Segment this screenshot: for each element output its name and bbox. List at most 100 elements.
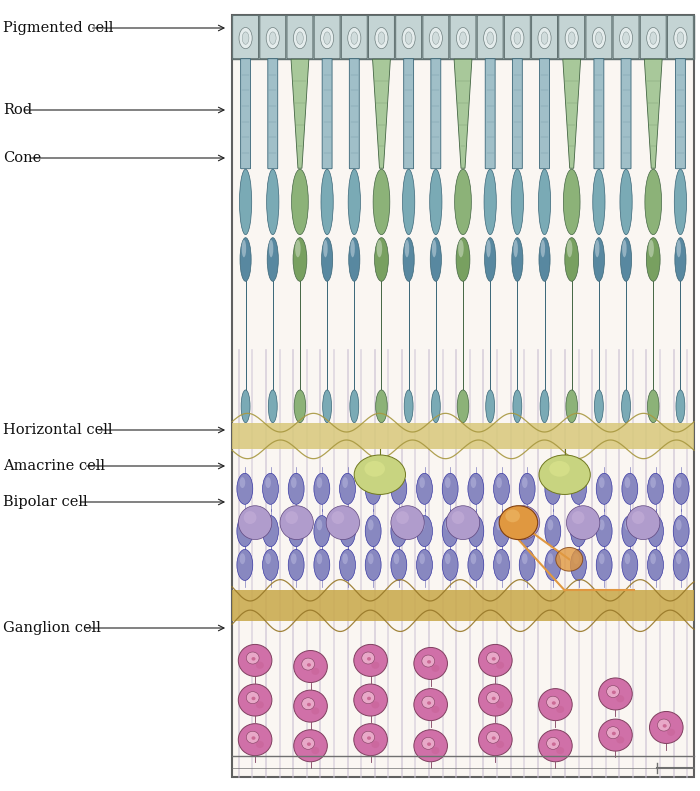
- Ellipse shape: [632, 511, 645, 524]
- FancyBboxPatch shape: [431, 59, 441, 168]
- Ellipse shape: [351, 32, 358, 44]
- Ellipse shape: [519, 473, 535, 505]
- Ellipse shape: [519, 516, 535, 547]
- Ellipse shape: [238, 684, 272, 716]
- Ellipse shape: [648, 240, 654, 257]
- Ellipse shape: [458, 240, 463, 257]
- Ellipse shape: [402, 169, 415, 235]
- Ellipse shape: [404, 390, 413, 422]
- Ellipse shape: [540, 390, 549, 422]
- Ellipse shape: [265, 554, 271, 564]
- Ellipse shape: [266, 28, 279, 49]
- Text: Pigmented cell: Pigmented cell: [3, 21, 113, 35]
- Polygon shape: [372, 59, 391, 168]
- Ellipse shape: [479, 724, 512, 755]
- Ellipse shape: [570, 516, 587, 547]
- Ellipse shape: [422, 737, 435, 749]
- FancyBboxPatch shape: [613, 16, 639, 59]
- Ellipse shape: [340, 473, 356, 505]
- Ellipse shape: [246, 652, 259, 664]
- Ellipse shape: [496, 520, 502, 530]
- FancyBboxPatch shape: [395, 16, 421, 59]
- Ellipse shape: [648, 390, 659, 422]
- Ellipse shape: [442, 550, 458, 581]
- Ellipse shape: [307, 663, 311, 667]
- Ellipse shape: [646, 237, 660, 282]
- Bar: [232, 15, 694, 59]
- Ellipse shape: [566, 505, 600, 539]
- Ellipse shape: [326, 505, 360, 539]
- Bar: [232, 590, 694, 621]
- Ellipse shape: [414, 689, 447, 721]
- Ellipse shape: [468, 473, 484, 505]
- Ellipse shape: [674, 169, 687, 235]
- Ellipse shape: [403, 237, 414, 282]
- Ellipse shape: [396, 511, 409, 524]
- Ellipse shape: [374, 237, 388, 282]
- Ellipse shape: [268, 390, 277, 422]
- Ellipse shape: [342, 520, 348, 530]
- Text: Ganglion cell: Ganglion cell: [3, 621, 101, 635]
- Ellipse shape: [538, 28, 551, 49]
- Ellipse shape: [307, 743, 311, 746]
- Ellipse shape: [372, 661, 379, 669]
- Ellipse shape: [612, 691, 616, 694]
- Text: Amacrine cell: Amacrine cell: [3, 459, 105, 473]
- Ellipse shape: [391, 516, 407, 547]
- Ellipse shape: [648, 516, 664, 547]
- Ellipse shape: [432, 240, 436, 257]
- Ellipse shape: [237, 473, 253, 505]
- Ellipse shape: [622, 240, 626, 257]
- Ellipse shape: [496, 554, 502, 564]
- Ellipse shape: [251, 736, 256, 740]
- Ellipse shape: [457, 390, 469, 422]
- Ellipse shape: [568, 32, 575, 44]
- Ellipse shape: [365, 550, 381, 581]
- Ellipse shape: [262, 473, 279, 505]
- Ellipse shape: [624, 520, 630, 530]
- Ellipse shape: [239, 477, 245, 488]
- Ellipse shape: [570, 473, 587, 505]
- Ellipse shape: [594, 390, 603, 422]
- Ellipse shape: [599, 477, 605, 488]
- Polygon shape: [454, 59, 472, 168]
- Ellipse shape: [416, 550, 433, 581]
- Ellipse shape: [377, 240, 382, 257]
- Ellipse shape: [365, 473, 381, 505]
- Ellipse shape: [545, 473, 561, 505]
- Ellipse shape: [491, 736, 496, 740]
- Ellipse shape: [288, 550, 304, 581]
- Ellipse shape: [650, 32, 657, 44]
- Ellipse shape: [294, 390, 306, 422]
- Ellipse shape: [538, 689, 572, 721]
- Ellipse shape: [368, 520, 374, 530]
- Ellipse shape: [512, 511, 524, 524]
- Ellipse shape: [650, 711, 683, 744]
- Ellipse shape: [626, 505, 660, 539]
- Ellipse shape: [242, 32, 249, 44]
- Ellipse shape: [565, 237, 579, 282]
- Ellipse shape: [351, 240, 355, 257]
- FancyBboxPatch shape: [540, 59, 550, 168]
- Ellipse shape: [393, 477, 399, 488]
- Ellipse shape: [237, 550, 253, 581]
- FancyBboxPatch shape: [640, 16, 666, 59]
- FancyBboxPatch shape: [621, 59, 631, 168]
- Ellipse shape: [676, 477, 682, 488]
- Ellipse shape: [648, 473, 664, 505]
- Ellipse shape: [365, 516, 381, 547]
- Ellipse shape: [294, 690, 328, 722]
- Ellipse shape: [676, 520, 682, 530]
- FancyBboxPatch shape: [268, 59, 278, 168]
- Ellipse shape: [598, 719, 632, 751]
- Ellipse shape: [393, 554, 399, 564]
- Ellipse shape: [314, 516, 330, 547]
- Ellipse shape: [479, 684, 512, 716]
- Ellipse shape: [362, 731, 375, 744]
- Ellipse shape: [307, 702, 311, 706]
- Ellipse shape: [650, 554, 656, 564]
- FancyBboxPatch shape: [477, 16, 503, 59]
- Ellipse shape: [675, 237, 686, 282]
- Ellipse shape: [302, 698, 314, 710]
- Ellipse shape: [414, 648, 447, 679]
